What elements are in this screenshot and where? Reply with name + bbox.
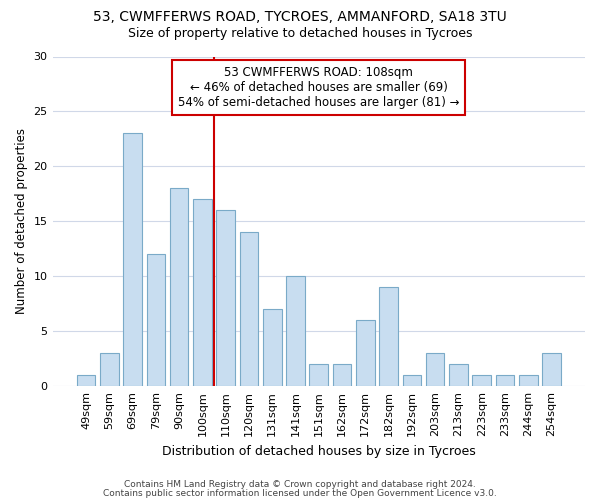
Text: 53 CWMFFERWS ROAD: 108sqm
← 46% of detached houses are smaller (69)
54% of semi-: 53 CWMFFERWS ROAD: 108sqm ← 46% of detac… [178,66,460,110]
Bar [449,364,468,386]
Bar [146,254,165,386]
Bar [542,353,561,386]
Bar [239,232,258,386]
Bar [426,353,445,386]
Text: 53, CWMFFERWS ROAD, TYCROES, AMMANFORD, SA18 3TU: 53, CWMFFERWS ROAD, TYCROES, AMMANFORD, … [93,10,507,24]
Bar [379,288,398,386]
Bar [123,134,142,386]
Bar [496,375,514,386]
Bar [170,188,188,386]
Bar [310,364,328,386]
X-axis label: Distribution of detached houses by size in Tycroes: Distribution of detached houses by size … [162,444,476,458]
Bar [333,364,352,386]
Bar [217,210,235,386]
Bar [100,353,119,386]
Text: Contains HM Land Registry data © Crown copyright and database right 2024.: Contains HM Land Registry data © Crown c… [124,480,476,489]
Bar [403,375,421,386]
Bar [77,375,95,386]
Bar [193,200,212,386]
Bar [519,375,538,386]
Bar [356,320,374,386]
Text: Size of property relative to detached houses in Tycroes: Size of property relative to detached ho… [128,28,472,40]
Bar [286,276,305,386]
Bar [472,375,491,386]
Text: Contains public sector information licensed under the Open Government Licence v3: Contains public sector information licen… [103,488,497,498]
Bar [263,310,281,386]
Y-axis label: Number of detached properties: Number of detached properties [15,128,28,314]
